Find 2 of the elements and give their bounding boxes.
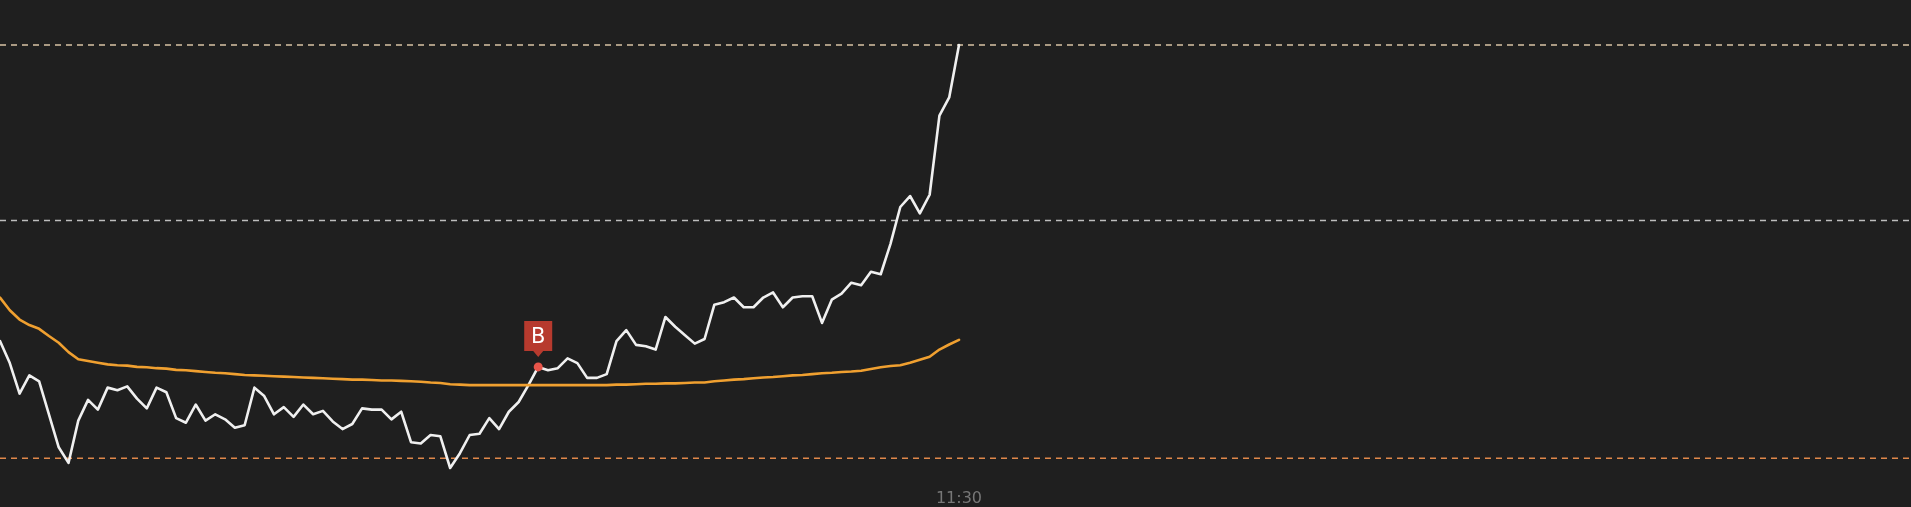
text: 11:30 — [935, 488, 983, 507]
annotation: B — [531, 323, 546, 348]
